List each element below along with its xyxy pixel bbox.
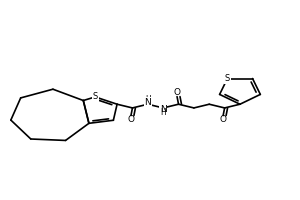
Text: S: S xyxy=(93,92,98,101)
Text: H: H xyxy=(145,95,151,104)
Text: O: O xyxy=(173,88,181,97)
Text: S: S xyxy=(225,74,230,83)
Text: H: H xyxy=(160,108,166,117)
Text: O: O xyxy=(128,115,134,124)
Text: N: N xyxy=(160,105,166,114)
Text: N: N xyxy=(144,98,151,107)
Text: O: O xyxy=(220,115,226,124)
